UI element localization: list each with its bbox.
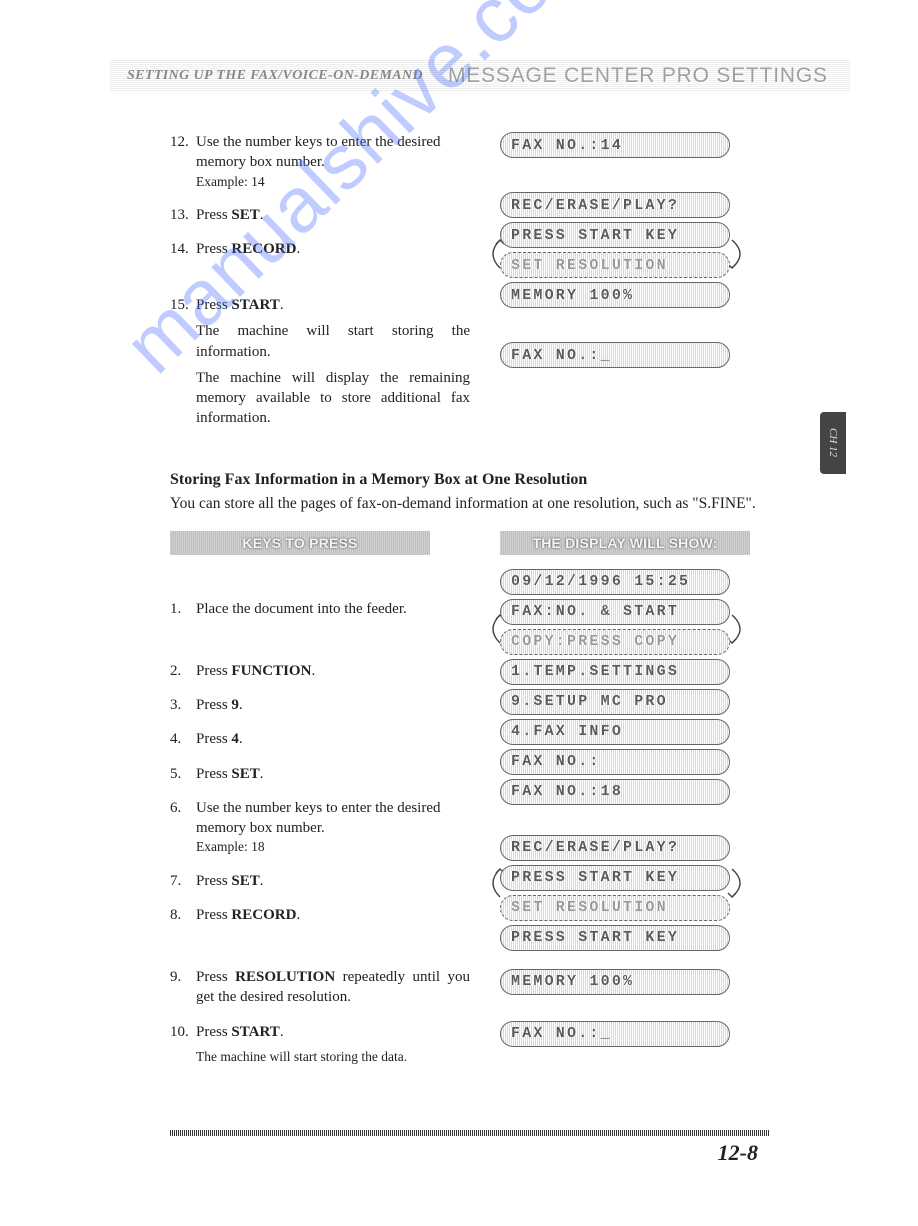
- step-1: 1.Place the document into the feeder.: [170, 599, 470, 619]
- lcd-display: 9.SETUP MC PRO: [500, 689, 730, 715]
- keys-to-press-header: KEYS TO PRESS: [170, 531, 430, 555]
- lcd-display: FAX:NO. & START: [500, 599, 730, 625]
- display-will-show-header: THE DISPLAY WILL SHOW:: [500, 531, 750, 555]
- lcd-display: MEMORY 100%: [500, 282, 730, 308]
- manual-page: manualshive.com SETTING UP THE FAX/VOICE…: [0, 0, 918, 1226]
- step-9: 9.Press RESOLUTION repeatedly until you …: [170, 967, 470, 1008]
- block2: 1.Place the document into the feeder. 2.…: [170, 569, 828, 1080]
- step-10: 10.Press START. The machine will start s…: [170, 1022, 470, 1066]
- step-6: 6.Use the number keys to enter the desir…: [170, 798, 470, 857]
- lcd-display: FAX NO.:18: [500, 779, 730, 805]
- steps-left-2: 1.Place the document into the feeder. 2.…: [170, 569, 470, 1080]
- step-4: 4.Press 4.: [170, 729, 470, 749]
- lcd-display: FAX NO.:14: [500, 132, 730, 158]
- steps-left-1: 12. Use the number keys to enter the des…: [170, 132, 470, 443]
- lcd-display: REC/ERASE/PLAY?: [500, 192, 730, 218]
- lcd-display: FAX NO.:_: [500, 1021, 730, 1047]
- lcd-display: REC/ERASE/PLAY?: [500, 835, 730, 861]
- lcd-right-2: 09/12/1996 15:25 FAX:NO. & START COPY:PR…: [500, 569, 760, 1051]
- page-header: SETTING UP THE FAX/VOICE-ON-DEMAND MESSA…: [110, 60, 850, 92]
- step-15: 15. Press START. The machine will start …: [170, 295, 470, 429]
- lcd-display: FAX NO.:_: [500, 342, 730, 368]
- step-3: 3.Press 9.: [170, 695, 470, 715]
- lcd-display: 1.TEMP.SETTINGS: [500, 659, 730, 685]
- step-12: 12. Use the number keys to enter the des…: [170, 132, 470, 191]
- lcd-display: PRESS START KEY: [500, 222, 730, 248]
- step-13: 13. Press SET.: [170, 205, 470, 225]
- section-heading: Storing Fax Information in a Memory Box …: [170, 471, 828, 489]
- lcd-display: MEMORY 100%: [500, 969, 730, 995]
- step-2: 2.Press FUNCTION.: [170, 661, 470, 681]
- step-8: 8.Press RECORD.: [170, 905, 470, 925]
- lcd-display: FAX NO.:: [500, 749, 730, 775]
- column-headers: KEYS TO PRESS THE DISPLAY WILL SHOW:: [170, 531, 828, 555]
- lcd-display: 09/12/1996 15:25: [500, 569, 730, 595]
- header-right: MESSAGE CENTER PRO SETTINGS: [440, 60, 850, 92]
- lcd-display: SET RESOLUTION: [500, 895, 730, 921]
- lcd-display: PRESS START KEY: [500, 925, 730, 951]
- lcd-display: COPY:PRESS COPY: [500, 629, 730, 655]
- step-14: 14. Press RECORD.: [170, 239, 470, 259]
- block1: 12. Use the number keys to enter the des…: [170, 132, 828, 443]
- lcd-display: 4.FAX INFO: [500, 719, 730, 745]
- step-7: 7.Press SET.: [170, 871, 470, 891]
- page-number: 12-8: [100, 1140, 758, 1166]
- footer-rule: [170, 1130, 770, 1136]
- lcd-right-1: FAX NO.:14 REC/ERASE/PLAY? PRESS START K…: [500, 132, 760, 372]
- section-paragraph: You can store all the pages of fax-on-de…: [170, 495, 770, 513]
- chapter-tab: CH 12: [820, 412, 846, 474]
- lcd-display: PRESS START KEY: [500, 865, 730, 891]
- header-left: SETTING UP THE FAX/VOICE-ON-DEMAND: [110, 60, 440, 92]
- lcd-display: SET RESOLUTION: [500, 252, 730, 278]
- step-5: 5.Press SET.: [170, 764, 470, 784]
